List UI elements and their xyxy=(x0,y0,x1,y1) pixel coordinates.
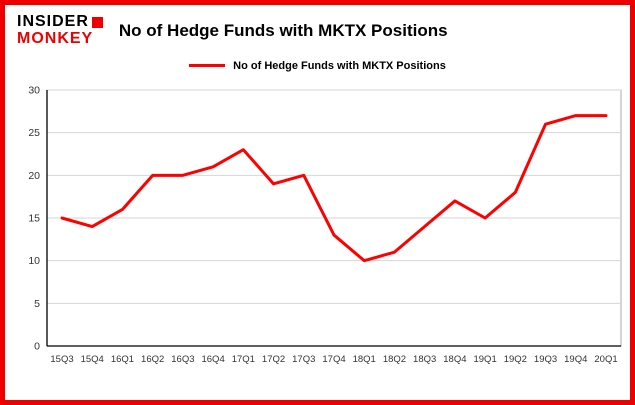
x-tick-label: 18Q2 xyxy=(383,354,406,365)
x-tick-label: 18Q4 xyxy=(443,354,466,365)
header: INSIDER MONKEY No of Hedge Funds with MK… xyxy=(5,5,630,48)
legend-line-sample-icon xyxy=(189,64,226,68)
x-tick-label: 19Q3 xyxy=(534,354,557,365)
x-tick-label: 18Q1 xyxy=(353,354,376,365)
logo-text-monkey: MONKEY xyxy=(17,29,94,47)
x-tick-label: 15Q3 xyxy=(50,354,73,365)
logo-text-insider: INSIDER xyxy=(17,13,89,30)
x-tick-label: 16Q2 xyxy=(141,354,164,365)
y-tick-label: 10 xyxy=(28,255,40,267)
logo-line1: INSIDER xyxy=(17,13,103,31)
x-tick-label: 19Q1 xyxy=(473,354,496,365)
x-tick-label: 16Q4 xyxy=(201,354,224,365)
y-tick-label: 20 xyxy=(28,169,40,181)
x-tick-label: 16Q1 xyxy=(111,354,134,365)
x-tick-label: 19Q2 xyxy=(504,354,527,365)
x-tick-label: 20Q1 xyxy=(594,354,617,365)
page-title: No of Hedge Funds with MKTX Positions xyxy=(118,20,448,40)
chart-area: 0 5 10 15 20 25 30 15Q3 15Q4 16Q1 16Q2 16Q3 16Q4 17Q1… xyxy=(11,80,624,385)
chart-svg: 0 5 10 15 20 25 30 15Q3 15Q4 16Q1 16Q2 16Q3 16Q4 17Q1… xyxy=(28,84,622,365)
x-tick-label: 18Q3 xyxy=(413,354,436,365)
y-tick-label: 30 xyxy=(28,84,40,96)
y-tick-label: 15 xyxy=(28,212,40,224)
x-tick-label: 17Q4 xyxy=(322,354,345,365)
y-tick-label: 0 xyxy=(34,340,40,352)
chart-legend: No of Hedge Funds with MKTX Positions xyxy=(5,60,630,72)
x-tick-label: 17Q1 xyxy=(232,354,255,365)
legend-label: No of Hedge Funds with MKTX Positions xyxy=(233,59,446,72)
y-tick-label: 5 xyxy=(34,297,40,309)
series-line xyxy=(60,113,608,262)
x-tick-label: 16Q3 xyxy=(171,354,194,365)
y-tick-label: 25 xyxy=(28,127,40,139)
x-tick-label: 17Q2 xyxy=(262,354,285,365)
x-tick-label: 19Q4 xyxy=(564,354,587,365)
logo-red-square-icon xyxy=(91,16,103,28)
x-tick-label: 15Q4 xyxy=(81,354,104,365)
insider-monkey-logo: INSIDER MONKEY xyxy=(17,13,103,48)
x-tick-label: 17Q3 xyxy=(292,354,315,365)
